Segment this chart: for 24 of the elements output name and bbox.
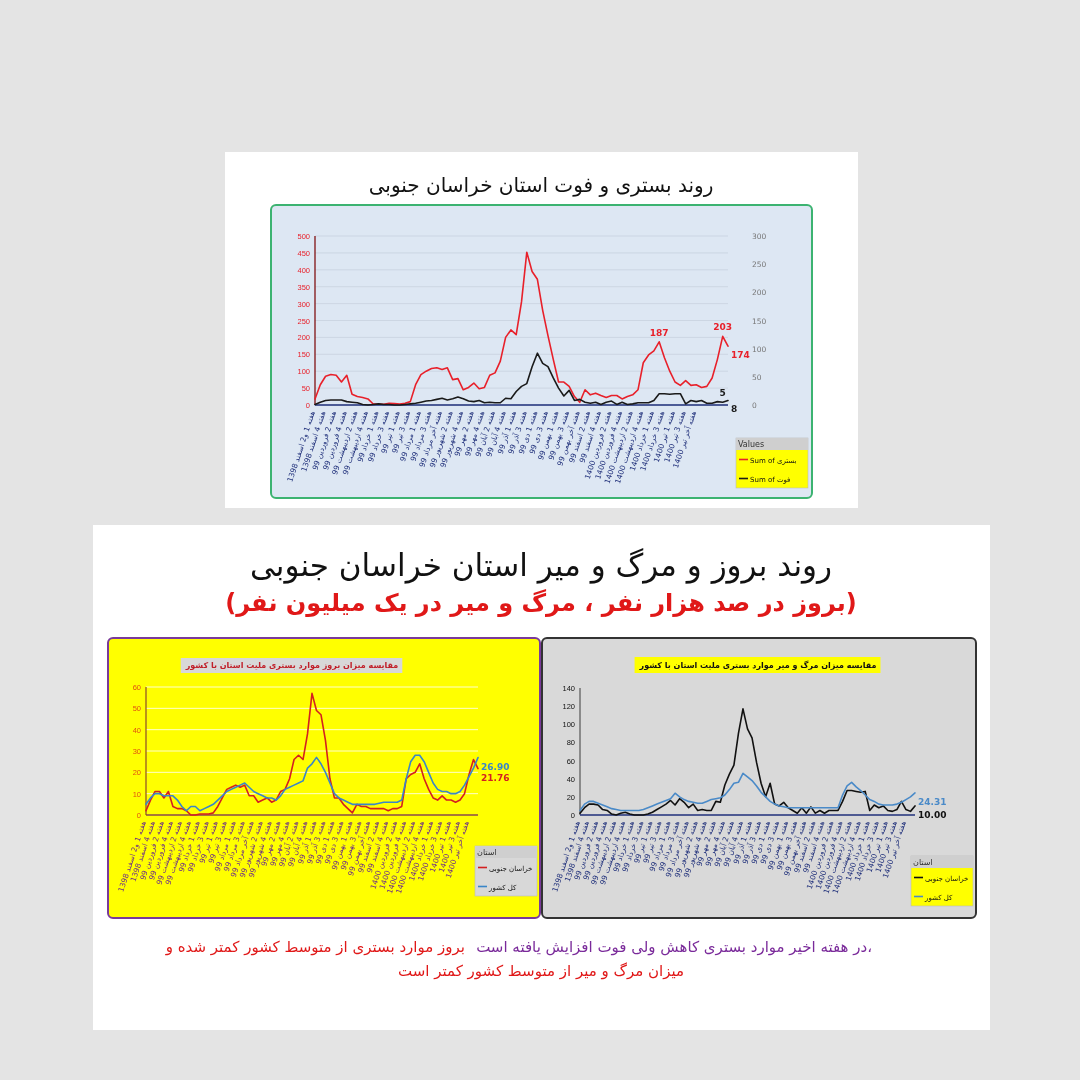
chart-title: مقایسه میزان مرگ و میر موارد بستری ملیت استان با کشور: [638, 660, 877, 670]
text: میزان مرگ و میر از متوسط کشور کمتر است: [397, 962, 685, 980]
data-label: 5: [719, 388, 726, 399]
line-series: [314, 352, 729, 406]
data-label: 187: [649, 327, 669, 338]
data-label: 8: [731, 404, 738, 415]
data-label: 24.31: [918, 796, 947, 807]
text: بروز موارد بستری از متوسط کشور کمتر شده و: [164, 938, 465, 956]
data-label: 174: [731, 350, 750, 361]
text: (بروز در صد هزار نفر ، مرگ و میر در یک میلیون نفر): [225, 589, 857, 617]
legend-title: استان: [477, 848, 497, 857]
legend-title: استان: [913, 858, 933, 867]
line-series: [145, 754, 479, 812]
data-label: 203: [713, 322, 733, 333]
chart-title: روند بستری و فوت استان خراسان جنوبی: [368, 173, 714, 197]
data-label: 26.90: [481, 761, 510, 772]
line-series: [579, 708, 916, 816]
data-label: 21.76: [481, 772, 510, 783]
data-label: 10.00: [918, 809, 947, 820]
legend-title: Values: [738, 440, 765, 449]
text: در هفته اخیر موارد بستری کاهش ولی فوت افزایش یافته است،: [476, 938, 872, 956]
text: روند بروز و مرگ و میر استان خراسان جنوبی: [249, 547, 833, 584]
chart-title: مقایسه میزان بروز موارد بستری ملیت استان با کشور: [184, 661, 399, 670]
line-series: [579, 772, 916, 812]
